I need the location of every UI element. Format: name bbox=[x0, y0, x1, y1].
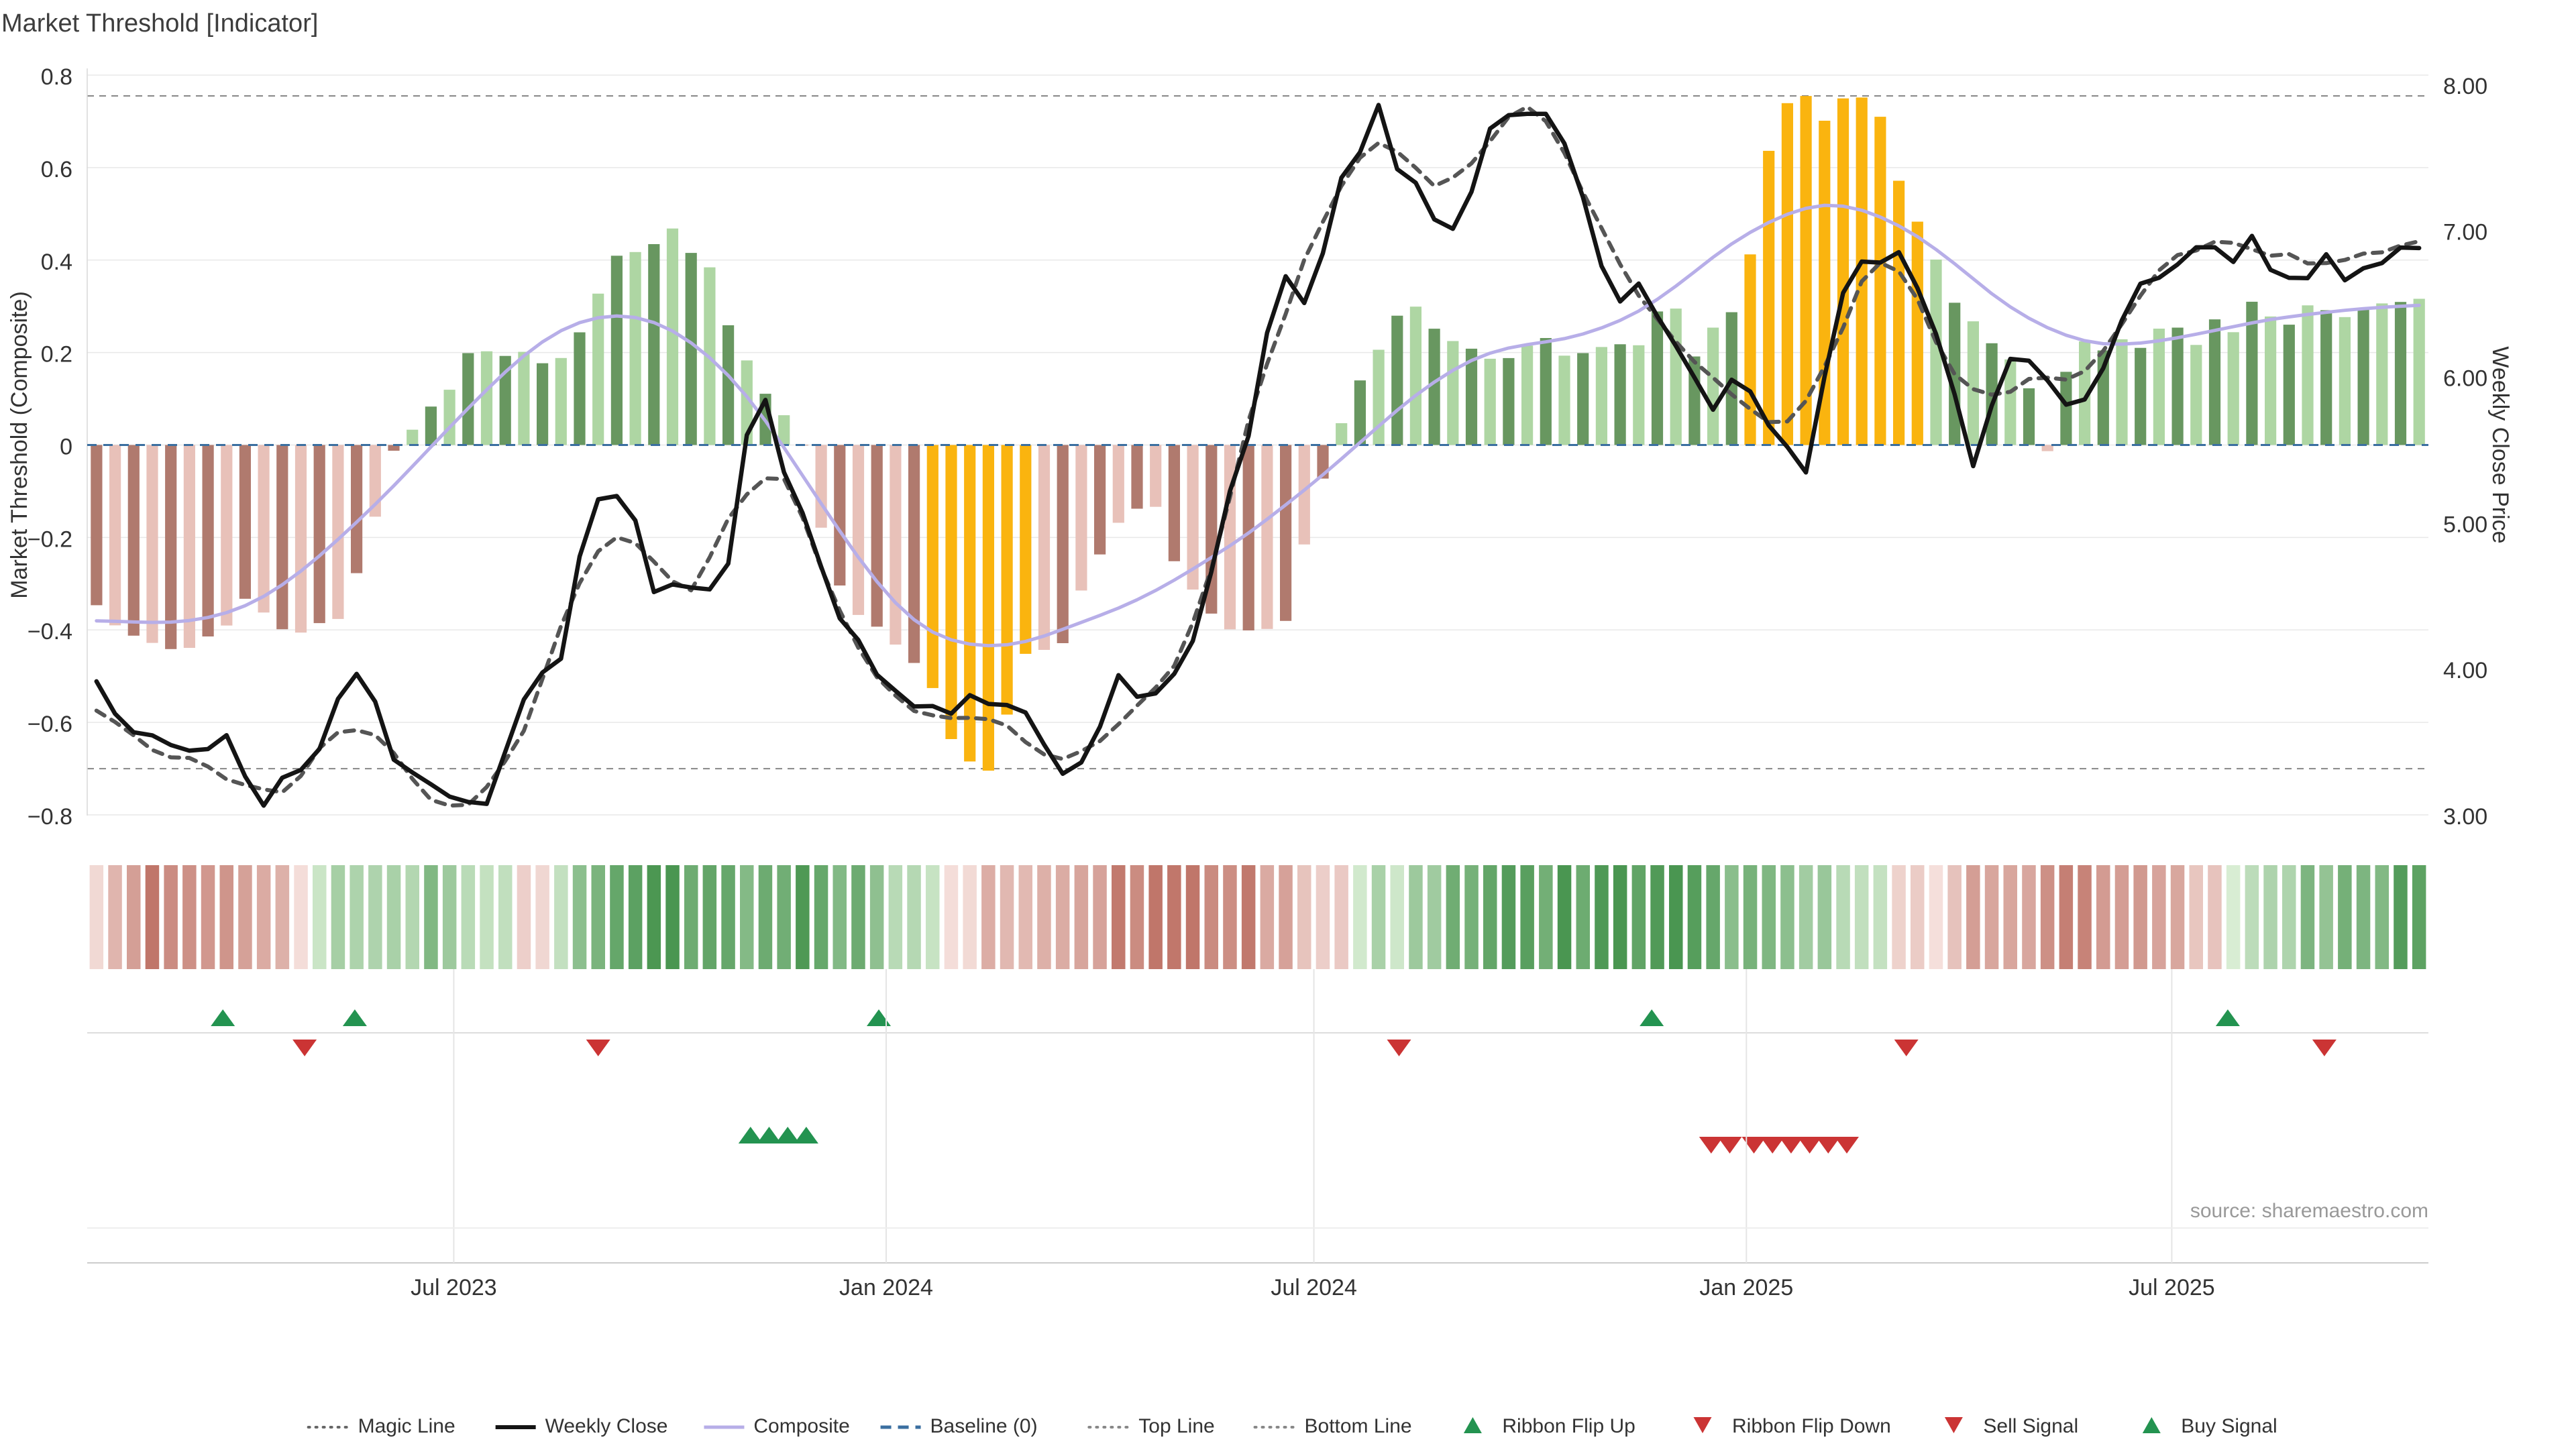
svg-text:Buy Signal: Buy Signal bbox=[2181, 1415, 2277, 1437]
svg-text:0.6: 0.6 bbox=[41, 157, 72, 182]
svg-text:Ribbon Flip Up: Ribbon Flip Up bbox=[1502, 1415, 1635, 1437]
svg-text:5.00: 5.00 bbox=[2443, 512, 2487, 537]
svg-text:−0.6: −0.6 bbox=[28, 712, 72, 737]
svg-text:Jul 2023: Jul 2023 bbox=[411, 1275, 497, 1300]
svg-text:0: 0 bbox=[60, 435, 72, 460]
svg-text:−0.2: −0.2 bbox=[28, 526, 72, 552]
svg-text:Weekly Close Price: Weekly Close Price bbox=[2487, 346, 2513, 543]
svg-text:−0.4: −0.4 bbox=[28, 619, 72, 645]
svg-text:Jan 2024: Jan 2024 bbox=[839, 1275, 933, 1300]
svg-text:0.2: 0.2 bbox=[41, 342, 72, 368]
svg-text:Ribbon Flip Down: Ribbon Flip Down bbox=[1732, 1415, 1891, 1437]
svg-text:0.4: 0.4 bbox=[41, 249, 72, 275]
svg-text:3.00: 3.00 bbox=[2443, 804, 2487, 830]
svg-text:Composite: Composite bbox=[753, 1415, 849, 1437]
svg-text:Top Line: Top Line bbox=[1138, 1415, 1214, 1437]
svg-text:Jul 2025: Jul 2025 bbox=[2129, 1275, 2215, 1300]
svg-text:Market Threshold (Composite): Market Threshold (Composite) bbox=[7, 291, 32, 599]
svg-text:8.00: 8.00 bbox=[2443, 74, 2487, 99]
svg-text:Bottom Line: Bottom Line bbox=[1305, 1415, 1412, 1437]
svg-text:source: sharemaestro.com: source: sharemaestro.com bbox=[2190, 1200, 2428, 1222]
svg-text:Weekly Close: Weekly Close bbox=[545, 1415, 668, 1437]
svg-text:4.00: 4.00 bbox=[2443, 658, 2487, 683]
svg-text:Sell Signal: Sell Signal bbox=[1983, 1415, 2078, 1437]
svg-text:6.00: 6.00 bbox=[2443, 366, 2487, 392]
svg-text:Jul 2024: Jul 2024 bbox=[1271, 1275, 1357, 1300]
svg-text:0.8: 0.8 bbox=[41, 64, 72, 90]
svg-text:Baseline (0): Baseline (0) bbox=[930, 1415, 1038, 1437]
svg-text:Magic Line: Magic Line bbox=[358, 1415, 455, 1437]
svg-text:−0.8: −0.8 bbox=[28, 804, 72, 830]
svg-text:Jan 2025: Jan 2025 bbox=[1699, 1275, 1793, 1300]
svg-text:7.00: 7.00 bbox=[2443, 220, 2487, 245]
